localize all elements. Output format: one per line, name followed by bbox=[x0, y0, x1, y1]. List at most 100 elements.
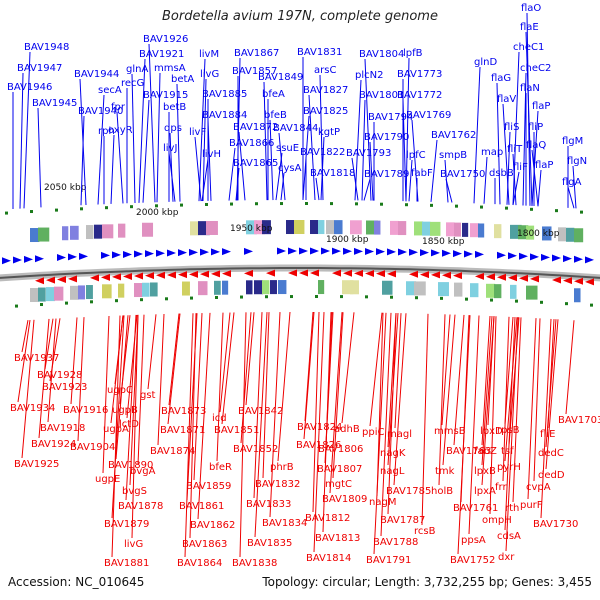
forward-gene-arrow bbox=[299, 247, 308, 255]
reverse-leader-line bbox=[313, 312, 325, 553]
feature-block-upper bbox=[398, 221, 407, 236]
reverse-gene-label: BAV1832 bbox=[255, 479, 300, 490]
reverse-leader-line bbox=[373, 312, 387, 555]
reverse-leader-line bbox=[262, 312, 270, 479]
scale-tick-upper bbox=[255, 202, 258, 206]
reverse-gene-arrow bbox=[508, 274, 517, 282]
forward-gene-label: fliF bbox=[513, 162, 528, 173]
forward-gene-label: flaP bbox=[535, 160, 553, 171]
forward-gene-arrow bbox=[475, 250, 484, 258]
forward-gene-arrow bbox=[68, 253, 77, 261]
reverse-gene-label: BAV1842 bbox=[238, 406, 283, 417]
forward-gene-arrow bbox=[519, 252, 528, 260]
reverse-leader-line bbox=[341, 312, 355, 424]
feature-block-lower bbox=[254, 280, 263, 295]
forward-gene-arrow bbox=[13, 256, 22, 264]
forward-gene-label: BAV1827 bbox=[303, 85, 348, 96]
feature-block-lower bbox=[270, 280, 277, 295]
forward-gene-label: rph bbox=[98, 126, 115, 137]
forward-leader-line bbox=[525, 31, 533, 206]
reverse-leader-line bbox=[393, 313, 407, 486]
forward-gene-label: BAV1867 bbox=[234, 48, 279, 59]
forward-gene-label: secA bbox=[98, 85, 122, 96]
scale-tick-upper bbox=[355, 202, 358, 206]
feature-block-lower bbox=[78, 285, 86, 300]
feature-block-lower bbox=[414, 281, 426, 296]
reverse-leader-line bbox=[216, 312, 224, 462]
forward-leader-line bbox=[408, 159, 413, 202]
forward-gene-label: flaO bbox=[521, 3, 541, 14]
reverse-gene-label: BAV1807 bbox=[317, 464, 362, 475]
forward-leader-line bbox=[315, 177, 320, 201]
reverse-leader-line bbox=[533, 318, 541, 482]
reverse-gene-label: BAV1813 bbox=[315, 533, 360, 544]
forward-leader-line bbox=[531, 149, 539, 207]
forward-gene-label: BAV1945 bbox=[32, 98, 77, 109]
feature-block-upper bbox=[262, 220, 271, 235]
reverse-leader-line bbox=[380, 312, 392, 537]
feature-block-upper bbox=[478, 223, 485, 238]
forward-leader-line bbox=[364, 58, 372, 201]
reverse-leader-line bbox=[387, 312, 397, 515]
scale-tick-lower bbox=[15, 304, 18, 308]
forward-gene-label: BAV1773 bbox=[397, 69, 442, 80]
scale-tick-upper bbox=[55, 208, 58, 212]
forward-gene-arrow bbox=[387, 248, 396, 256]
scale-tick-lower bbox=[490, 298, 493, 302]
feature-block-lower bbox=[510, 284, 517, 299]
forward-leader-line bbox=[531, 110, 539, 206]
forward-leader-line bbox=[80, 115, 85, 206]
forward-leader-line bbox=[483, 156, 488, 204]
forward-leader-line bbox=[198, 58, 206, 202]
forward-gene-label: betB bbox=[163, 102, 186, 113]
feature-block-upper bbox=[94, 224, 103, 239]
feature-block-lower bbox=[454, 282, 463, 297]
reverse-gene-label: BAV1862 bbox=[190, 520, 235, 531]
feature-block-upper bbox=[542, 226, 552, 241]
forward-gene-label: livG bbox=[200, 69, 219, 80]
forward-gene-label: BAV1884 bbox=[202, 110, 247, 121]
forward-gene-label: BAV1944 bbox=[74, 69, 119, 80]
scale-tick-lower bbox=[315, 295, 318, 299]
feature-block-upper bbox=[254, 220, 265, 235]
feature-block-lower bbox=[494, 284, 502, 299]
reverse-leader-line bbox=[277, 311, 291, 462]
reverse-leader-line bbox=[457, 315, 471, 555]
forward-leader-line bbox=[445, 178, 453, 203]
reverse-gene-arrow bbox=[343, 269, 352, 277]
scale-tick-lower bbox=[215, 295, 218, 299]
reverse-leader-line bbox=[189, 313, 197, 539]
reverse-gene-label: cvpA bbox=[526, 482, 551, 493]
forward-gene-label: BAV1948 bbox=[24, 42, 69, 53]
reverse-leader-line bbox=[111, 315, 121, 558]
reverse-gene-label: nagL bbox=[380, 466, 405, 477]
reverse-gene-label: nagK bbox=[380, 448, 406, 459]
scale-tick-lower bbox=[40, 303, 43, 307]
feature-block-upper bbox=[374, 220, 381, 235]
reverse-gene-label: ppiC bbox=[362, 427, 384, 438]
feature-block-upper bbox=[366, 220, 378, 235]
reverse-gene-label: BAV1879 bbox=[104, 519, 149, 530]
reverse-gene-arrow bbox=[387, 270, 396, 278]
feature-block-upper bbox=[454, 222, 461, 237]
forward-leader-line bbox=[202, 78, 207, 202]
forward-gene-arrow bbox=[57, 253, 66, 261]
scale-tick-lower bbox=[565, 302, 568, 306]
scale-tick-lower bbox=[140, 298, 143, 302]
forward-gene-label: BAV1872 bbox=[233, 122, 278, 133]
forward-gene-arrow bbox=[530, 253, 539, 261]
scale-tick-lower bbox=[190, 296, 193, 300]
forward-gene-arrow bbox=[123, 250, 132, 258]
feature-block-upper bbox=[310, 220, 319, 235]
reverse-leader-line bbox=[441, 314, 451, 426]
reverse-gene-label: lpxA bbox=[474, 486, 496, 497]
reverse-gene-arrow bbox=[497, 273, 506, 281]
reverse-leader-line bbox=[332, 312, 344, 479]
forward-gene-label: BAV1825 bbox=[303, 106, 348, 117]
forward-gene-label: flaN bbox=[520, 83, 540, 94]
scale-tick-lower bbox=[465, 297, 468, 301]
reverse-leader-line bbox=[565, 320, 575, 415]
forward-leader-line bbox=[402, 99, 407, 202]
reverse-gene-label: BAV1864 bbox=[177, 558, 222, 569]
forward-gene-label: fliT bbox=[507, 144, 523, 155]
